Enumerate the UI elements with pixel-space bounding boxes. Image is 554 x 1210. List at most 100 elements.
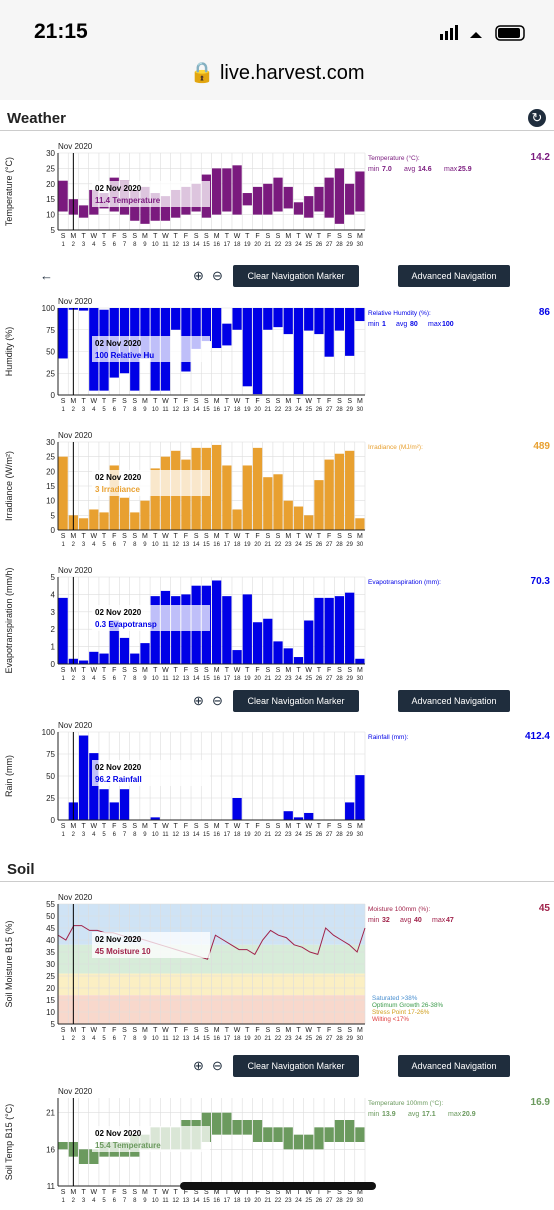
bar: [355, 658, 365, 664]
range-bar: [89, 1149, 99, 1164]
day-of-week-label: W: [162, 233, 169, 240]
day-of-week-label: T: [102, 823, 107, 830]
day-of-week-label: M: [357, 533, 363, 540]
day-of-week-label: F: [112, 533, 116, 540]
month-label: Nov 2020: [58, 431, 93, 440]
url-bar[interactable]: 🔒 live.harvest.com: [0, 60, 554, 85]
back-arrow-icon[interactable]: ←: [40, 268, 53, 283]
bar: [109, 802, 119, 820]
soil-title: Soil: [7, 861, 35, 878]
day-of-week-label: T: [153, 1027, 158, 1034]
day-number-label: 12: [172, 832, 179, 838]
bar: [89, 753, 99, 820]
day-of-week-label: F: [112, 233, 116, 240]
day-of-week-label: T: [296, 823, 301, 830]
month-label: Nov 2020: [58, 1087, 93, 1096]
day-number-label: 11: [162, 542, 169, 548]
day-of-week-label: F: [255, 667, 259, 674]
day-number-label: 20: [254, 1198, 261, 1204]
range-bar: [293, 308, 304, 395]
day-of-week-label: M: [214, 533, 220, 540]
humidity-chart[interactable]: Nov 20201007550250S1M2T3W4T5F6S7S8M9T10W…: [0, 290, 554, 419]
day-number-label: 24: [295, 832, 302, 838]
advanced-navigation-button[interactable]: Advanced Navigation: [398, 265, 510, 287]
day-number-label: 14: [193, 407, 200, 413]
day-number-label: 24: [295, 242, 302, 248]
day-of-week-label: S: [204, 398, 209, 405]
day-of-week-label: T: [153, 398, 158, 405]
day-of-week-label: S: [132, 823, 137, 830]
day-of-week-label: W: [91, 667, 98, 674]
day-of-week-label: W: [305, 823, 312, 830]
range-bar: [252, 308, 263, 395]
zoom-in-icon[interactable]: ⊕: [193, 1058, 204, 1073]
bar: [345, 592, 355, 664]
day-number-label: 10: [152, 542, 159, 548]
day-of-week-label: T: [225, 533, 230, 540]
svg-text:02 Nov 2020: 02 Nov 2020: [95, 184, 142, 193]
advanced-navigation-button[interactable]: Advanced Navigation: [398, 690, 510, 712]
day-number-label: 25: [305, 1036, 312, 1042]
day-number-label: 5: [102, 676, 106, 682]
day-number-label: 13: [183, 676, 190, 682]
day-of-week-label: S: [122, 823, 127, 830]
day-of-week-label: S: [204, 667, 209, 674]
day-number-label: 6: [113, 407, 117, 413]
rain-chart[interactable]: Nov 20201007550250S1M2T3W4T5F6S7S8M9T10W…: [0, 718, 554, 844]
refresh-icon[interactable]: ↻: [528, 109, 546, 127]
day-number-label: 21: [264, 832, 271, 838]
day-of-week-label: S: [347, 233, 352, 240]
day-of-week-label: S: [337, 1027, 342, 1034]
irradiance-chart[interactable]: Nov 2020302520151050S1M2T3W4T5F6S7S8M9T1…: [0, 430, 554, 554]
evapotranspiration-chart[interactable]: Nov 2020543210S1M2T3W4T5F6S7S8M9T10W11T1…: [0, 565, 554, 688]
day-number-label: 24: [295, 1198, 302, 1204]
day-of-week-label: T: [102, 233, 107, 240]
day-of-week-label: T: [296, 533, 301, 540]
current-value: 16.9: [531, 1097, 551, 1108]
day-of-week-label: M: [285, 1027, 291, 1034]
temperature-chart[interactable]: Nov 202030252015105S1M2T3W4T5F6S7S8M9T10…: [0, 136, 554, 254]
bar: [99, 653, 109, 664]
day-of-week-label: S: [61, 823, 66, 830]
day-number-label: 14: [193, 1036, 200, 1042]
day-number-label: 26: [316, 542, 323, 548]
y-tick-label: 20: [46, 984, 55, 993]
y-tick-label: 30: [46, 438, 55, 447]
zoom-in-icon[interactable]: ⊕: [193, 693, 204, 708]
zoom-out-icon[interactable]: ⊖: [212, 268, 223, 283]
clear-navigation-marker-button[interactable]: Clear Navigation Marker: [233, 265, 359, 287]
range-bar: [314, 186, 324, 212]
zoom-out-icon[interactable]: ⊖: [212, 693, 223, 708]
day-of-week-label: M: [142, 667, 148, 674]
day-of-week-label: F: [327, 533, 331, 540]
day-number-label: 4: [92, 242, 96, 248]
day-of-week-label: S: [276, 233, 281, 240]
bar: [232, 509, 242, 530]
svg-text:02 Nov 2020: 02 Nov 2020: [95, 763, 142, 772]
day-number-label: 28: [336, 832, 343, 838]
soiltemp-chart[interactable]: Nov 2020211611S1M2T3W4T5F6S7S8M9T10W11T1…: [0, 1080, 554, 1210]
day-number-label: 29: [346, 542, 353, 548]
bar: [304, 620, 314, 664]
range-bar: [283, 308, 293, 335]
advanced-navigation-button[interactable]: Advanced Navigation: [398, 1055, 510, 1077]
bar: [150, 468, 160, 530]
legend-stat: 25.9: [458, 166, 472, 173]
y-axis-label: Evapotranspiration (mm/h): [4, 567, 14, 673]
clear-navigation-marker-button[interactable]: Clear Navigation Marker: [233, 1055, 359, 1077]
day-of-week-label: S: [194, 398, 199, 405]
zoom-out-icon[interactable]: ⊖: [212, 1058, 223, 1073]
day-of-week-label: M: [214, 1027, 220, 1034]
tooltip: 02 Nov 2020 3 Irradiance: [92, 470, 210, 496]
legend-stat: 80: [410, 321, 418, 328]
y-tick-label: 55: [46, 900, 55, 909]
zoom-in-icon[interactable]: ⊕: [193, 268, 204, 283]
day-number-label: 27: [326, 1036, 333, 1042]
day-of-week-label: T: [296, 1189, 301, 1196]
clear-navigation-marker-button[interactable]: Clear Navigation Marker: [233, 690, 359, 712]
day-of-week-label: W: [234, 823, 241, 830]
day-number-label: 27: [326, 1198, 333, 1204]
day-of-week-label: S: [204, 1027, 209, 1034]
moisture-chart[interactable]: Nov 2020555045403530252015105S1M2T3W4T5F…: [0, 885, 554, 1048]
day-number-label: 28: [336, 407, 343, 413]
